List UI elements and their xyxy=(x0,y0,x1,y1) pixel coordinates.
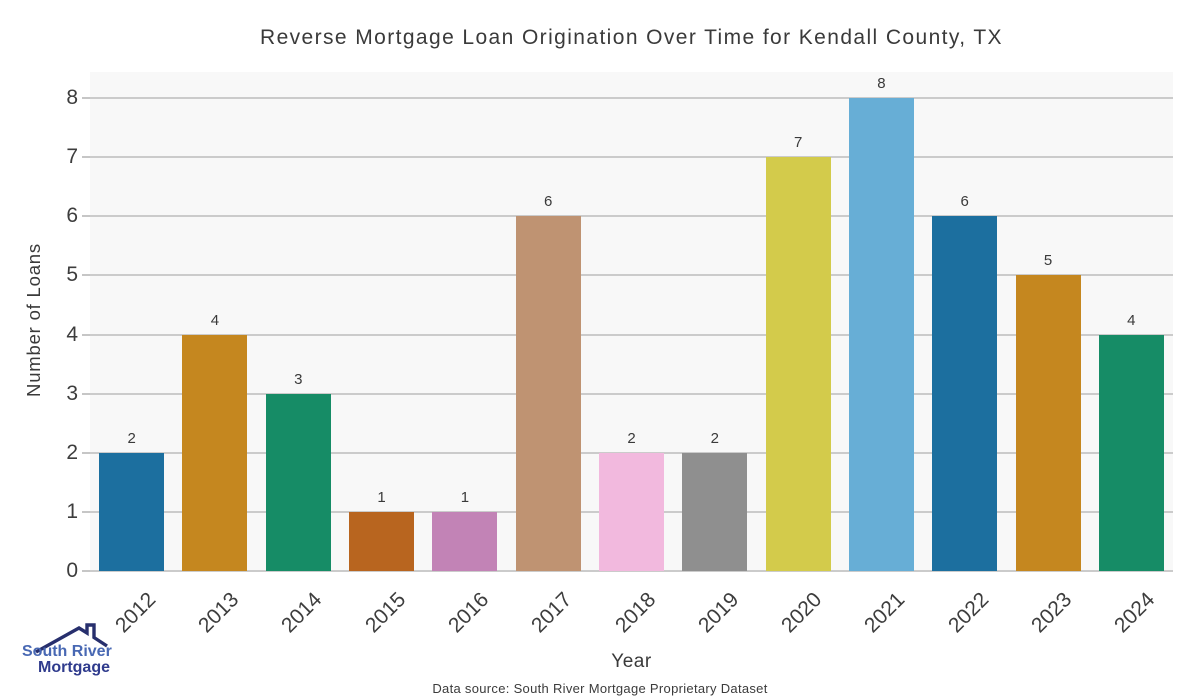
bar-2024 xyxy=(1098,334,1164,571)
ytick-mark-0 xyxy=(82,570,90,572)
ytick-mark-2 xyxy=(82,451,90,454)
ytick-5: 5 xyxy=(66,263,78,287)
x-axis-label: Year xyxy=(611,651,652,672)
bar-2021 xyxy=(848,98,914,571)
ytick-1: 1 xyxy=(66,499,78,523)
gridline-y4 xyxy=(90,333,1173,336)
xtick-2013: 2013 xyxy=(193,587,244,638)
ytick-mark-4 xyxy=(82,333,90,336)
house-roof-icon xyxy=(35,623,108,654)
data-source-note: Data source: South River Mortgage Propri… xyxy=(432,681,768,696)
xtick-2012: 2012 xyxy=(110,587,160,638)
gridline-y8 xyxy=(90,97,1173,99)
bar-value-2020: 7 xyxy=(793,134,803,152)
bar-2014 xyxy=(265,393,331,571)
bar-value-2014: 3 xyxy=(294,370,303,388)
bar-value-2015: 1 xyxy=(377,488,386,506)
ytick-mark-1 xyxy=(82,510,90,513)
xtick-2022: 2022 xyxy=(943,587,994,638)
bar-value-2018: 2 xyxy=(627,429,636,447)
bar-2015 xyxy=(349,511,415,571)
plot-area: 2 4 3 1 1 6 2 2 7 8 6 5 4 xyxy=(90,72,1173,572)
bar-2020 xyxy=(765,157,831,571)
bar-2012 xyxy=(99,452,165,571)
xtick-2015: 2015 xyxy=(360,587,410,638)
ytick-mark-7 xyxy=(82,156,90,159)
xtick-2019: 2019 xyxy=(693,587,744,638)
south-river-mortgage-logo: South River Mortgage xyxy=(22,620,116,680)
gridline-y3 xyxy=(90,392,1173,395)
bar-2017 xyxy=(515,216,581,571)
xtick-2021: 2021 xyxy=(860,587,910,638)
ytick-6: 6 xyxy=(66,204,78,228)
xtick-2017: 2017 xyxy=(527,587,577,638)
ytick-mark-5 xyxy=(82,274,90,277)
bar-value-2024: 4 xyxy=(1127,311,1136,329)
ytick-3: 3 xyxy=(66,381,78,405)
bar-2013 xyxy=(182,334,248,571)
xtick-2024: 2024 xyxy=(1110,587,1160,638)
bar-value-2022: 6 xyxy=(960,193,969,211)
bar-2016 xyxy=(432,511,498,571)
gridline-y6 xyxy=(90,215,1173,218)
ytick-mark-6 xyxy=(82,215,90,218)
gridline-y5 xyxy=(90,274,1173,277)
xtick-2023: 2023 xyxy=(1027,587,1077,638)
xtick-2016: 2016 xyxy=(443,587,494,638)
ytick-mark-8 xyxy=(82,97,90,99)
ytick-2: 2 xyxy=(66,440,78,464)
chart-title: Reverse Mortgage Loan Origination Over T… xyxy=(260,26,1003,49)
xtick-2014: 2014 xyxy=(277,587,327,638)
gridline-y7 xyxy=(90,156,1173,159)
bar-value-2021: 8 xyxy=(877,75,886,92)
bar-2018 xyxy=(599,452,664,571)
bar-value-2012: 2 xyxy=(127,429,136,447)
xtick-2020: 2020 xyxy=(777,587,827,638)
bar-value-2019: 2 xyxy=(710,429,719,447)
logo-text-line2: Mortgage xyxy=(38,659,110,676)
ytick-mark-3 xyxy=(82,392,90,395)
bar-2019 xyxy=(682,452,748,571)
bar-value-2016: 1 xyxy=(460,488,470,506)
ytick-7: 7 xyxy=(66,145,78,169)
logo-text-line1: South River xyxy=(22,643,112,660)
xtick-2018: 2018 xyxy=(610,587,660,638)
bar-2022 xyxy=(932,216,998,571)
bar-value-2017: 6 xyxy=(544,193,553,211)
ytick-0: 0 xyxy=(66,559,78,582)
bar-value-2013: 4 xyxy=(210,311,220,329)
bar-2023 xyxy=(1015,275,1081,571)
gridline-y0 xyxy=(90,570,1173,572)
bar-value-2023: 5 xyxy=(1043,252,1053,270)
ytick-4: 4 xyxy=(66,322,78,346)
ytick-8: 8 xyxy=(66,86,78,109)
